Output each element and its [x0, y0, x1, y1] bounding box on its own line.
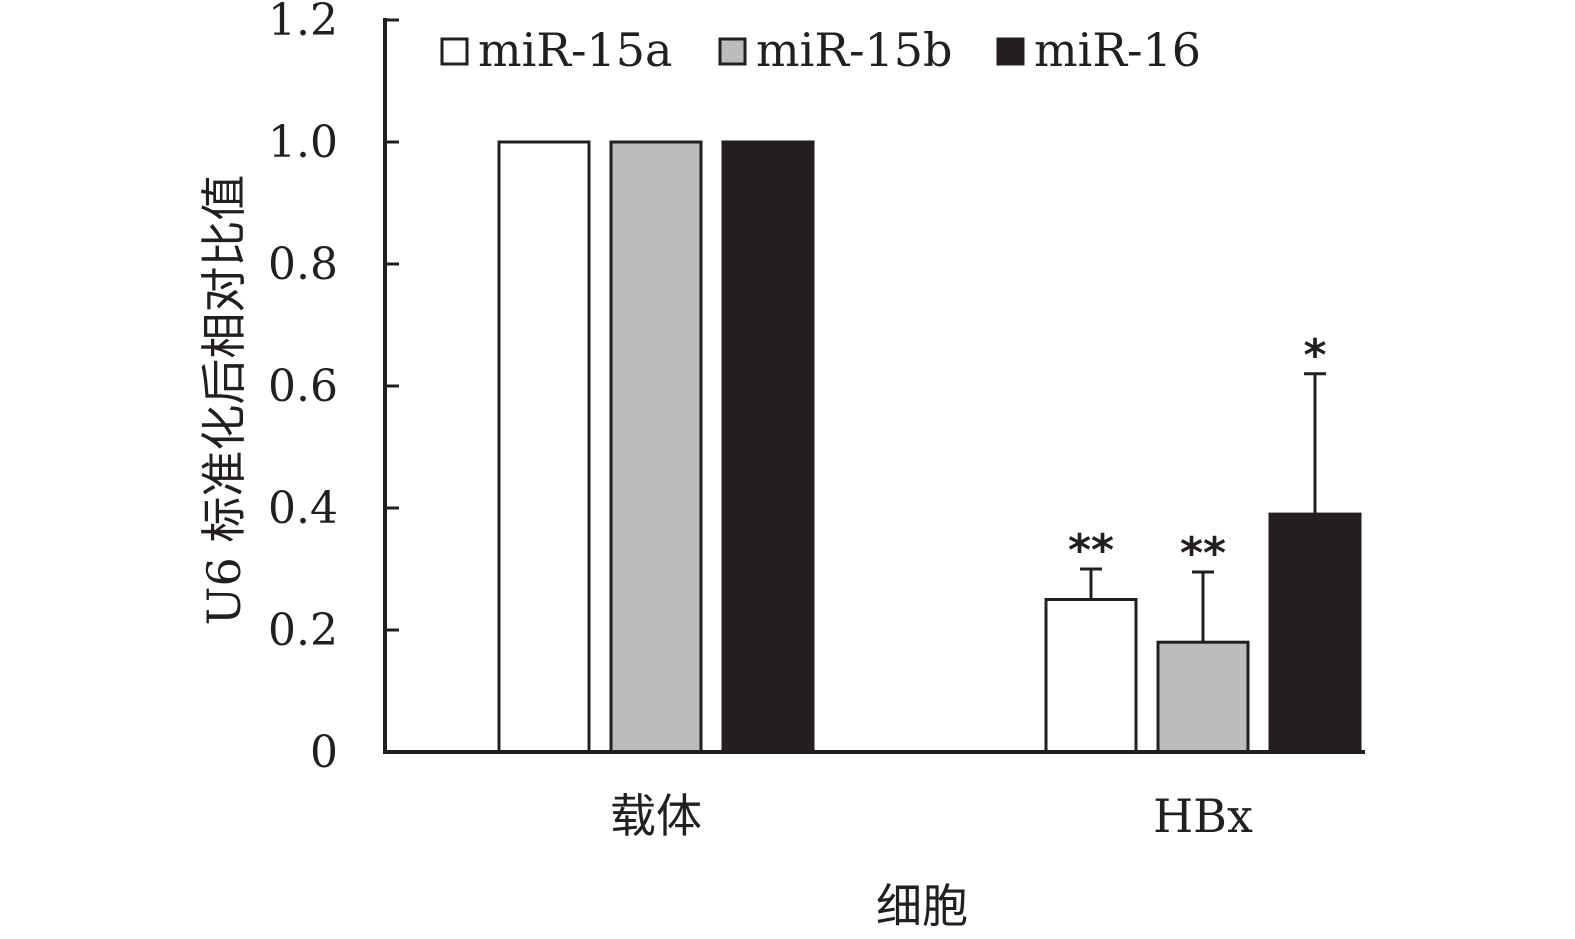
- y-tick-label: 1.0: [268, 117, 338, 168]
- y-tick-label: 1.2: [268, 0, 338, 46]
- x-axis-title: 细胞: [876, 879, 968, 933]
- significance-layer: ** ***: [1068, 330, 1327, 579]
- significance-label: **: [1180, 528, 1226, 579]
- axis-labels: 载体 HBx 细胞 U6 标准化后相对比值: [197, 175, 1253, 933]
- bars-layer: [497, 140, 1362, 754]
- y-tick-label: 0.2: [268, 605, 338, 656]
- bar-0-1: [609, 140, 703, 754]
- y-axis-title: U6 标准化后相对比值: [197, 175, 251, 626]
- y-tick-label: 0.4: [268, 483, 338, 534]
- significance-label: **: [1068, 525, 1114, 576]
- bar-0-2: [721, 140, 815, 754]
- bar-1-2: [1268, 512, 1362, 754]
- legend: miR-15a miR-15b miR-16: [440, 23, 1201, 77]
- axes: 0 0.2 0.4 0.6 0.8 1.0 1.2: [268, 0, 1365, 778]
- legend-label: miR-16: [1034, 23, 1201, 77]
- bar-1-0: [1044, 598, 1138, 754]
- x-tick-label: HBx: [1153, 789, 1253, 843]
- bar-0-0: [497, 140, 591, 754]
- legend-swatch: [440, 37, 469, 66]
- legend-swatch: [996, 37, 1025, 66]
- y-tick-label: 0.8: [268, 239, 338, 290]
- error-bars-layer: [1080, 372, 1326, 643]
- y-tick-label: 0.6: [268, 361, 338, 412]
- legend-swatch: [718, 37, 747, 66]
- x-tick-label: 载体: [610, 789, 702, 843]
- legend-label: miR-15b: [756, 23, 953, 77]
- bar-1-1: [1156, 640, 1250, 754]
- significance-label: *: [1303, 330, 1326, 381]
- legend-label: miR-15a: [478, 23, 672, 77]
- y-tick-label: 0: [310, 727, 338, 778]
